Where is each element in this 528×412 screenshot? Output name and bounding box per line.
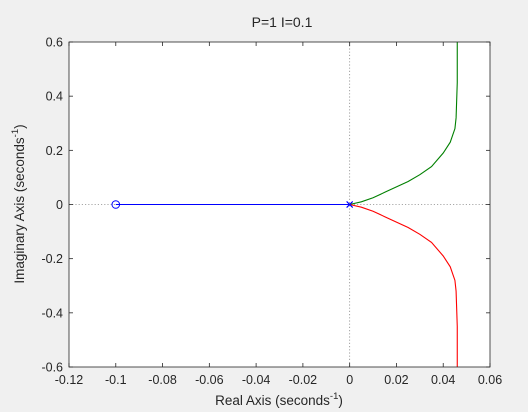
y-tick-label: -0.2 xyxy=(41,252,63,266)
y-axis-label-end: ) xyxy=(12,124,27,129)
y-tick-label: 0.4 xyxy=(46,90,63,104)
x-tick-label: -0.12 xyxy=(55,373,84,387)
y-axis-ticks: -0.6 -0.4 -0.2 0 0.2 0.4 0.6 xyxy=(41,36,490,375)
x-axis-label-sup: -1 xyxy=(330,391,338,402)
x-tick-label: -0.02 xyxy=(289,373,318,387)
locus-branch-2 xyxy=(349,42,458,206)
y-tick-label: 0.2 xyxy=(46,144,63,158)
x-axis-label-end: ) xyxy=(338,393,343,408)
x-tick-label: 0.04 xyxy=(431,373,455,387)
x-axis-label: Real Axis (seconds-1) xyxy=(215,391,343,408)
y-tick-label: 0 xyxy=(56,198,63,212)
x-tick-label: -0.06 xyxy=(195,373,224,387)
y-axis-label: Imaginary Axis (seconds-1) xyxy=(10,124,27,283)
y-tick-label: -0.4 xyxy=(41,306,63,320)
x-tick-label: 0.02 xyxy=(384,373,408,387)
zero-marker-1 xyxy=(111,200,121,209)
chart-title: P=1 I=0.1 xyxy=(252,14,313,30)
x-axis-ticks: -0.12 -0.1 -0.08 -0.06 -0.04 -0.02 0 0.02 0.04 0.… xyxy=(55,42,502,387)
y-axis-label-sup: -1 xyxy=(10,129,21,137)
series-layer xyxy=(115,42,458,367)
locus-branch-3 xyxy=(349,203,458,367)
x-tick-label: -0.1 xyxy=(105,373,127,387)
markers-layer xyxy=(111,200,354,209)
x-tick-label: 0 xyxy=(346,373,353,387)
y-axis-label-main: Imaginary Axis (seconds xyxy=(12,137,27,284)
y-tick-label: 0.6 xyxy=(46,36,63,50)
pole-marker-2 xyxy=(346,201,354,208)
x-axis-label-main: Real Axis (seconds xyxy=(215,393,330,408)
x-tick-label: -0.08 xyxy=(148,373,177,387)
x-tick-label: 0.06 xyxy=(478,373,502,387)
pole-marker-stroke-b xyxy=(346,201,354,208)
y-tick-label: -0.6 xyxy=(41,361,63,375)
x-tick-label: -0.04 xyxy=(242,373,271,387)
